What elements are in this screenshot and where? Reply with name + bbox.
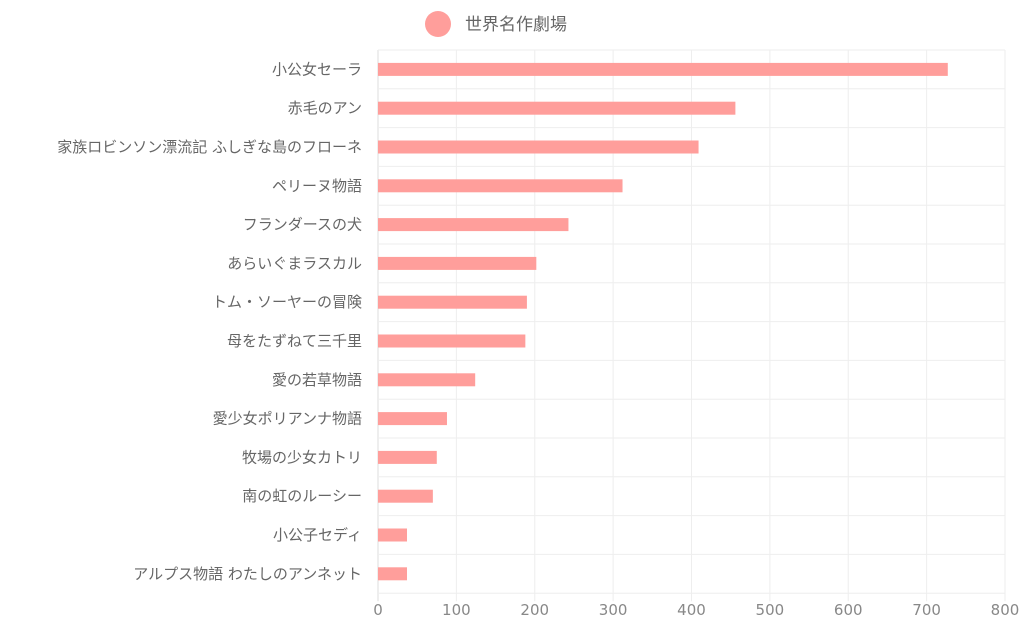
x-tick-label: 400 xyxy=(677,601,706,619)
bar[interactable] xyxy=(378,140,699,154)
category-label: 小公子セディ xyxy=(273,526,362,544)
bar[interactable] xyxy=(378,295,527,309)
category-label: 赤毛のアン xyxy=(288,99,362,117)
bar[interactable] xyxy=(378,528,407,542)
category-label: 南の虹のルーシー xyxy=(242,487,362,505)
legend[interactable]: 世界名作劇場 xyxy=(425,11,567,37)
bar[interactable] xyxy=(378,218,569,232)
category-label: 愛の若草物語 xyxy=(272,371,362,389)
legend-label: 世界名作劇場 xyxy=(465,15,567,35)
bar[interactable] xyxy=(378,412,447,426)
legend-swatch xyxy=(425,11,451,37)
category-label: 母をたずねて三千里 xyxy=(227,332,362,350)
grid xyxy=(377,49,1006,602)
x-tick-label: 800 xyxy=(991,601,1020,619)
x-tick-label: 600 xyxy=(834,601,863,619)
x-tick-label: 300 xyxy=(599,601,628,619)
bar[interactable] xyxy=(378,373,476,387)
bar[interactable] xyxy=(378,101,736,115)
bars xyxy=(378,62,948,581)
category-label: フランダースの犬 xyxy=(243,216,362,234)
x-tick-label: 100 xyxy=(442,601,471,619)
bar[interactable] xyxy=(378,62,948,76)
category-label: あらいぐまラスカル xyxy=(227,254,362,272)
bar[interactable] xyxy=(378,450,437,464)
bar[interactable] xyxy=(378,489,433,503)
category-label: 愛少女ポリアンナ物語 xyxy=(213,410,362,428)
category-label: 牧場の少女カトリ xyxy=(242,448,362,466)
category-label: 家族ロビンソン漂流記 ふしぎな島のフローネ xyxy=(57,138,362,156)
category-label: 小公女セーラ xyxy=(272,60,362,78)
x-axis-tick-labels: 0 100 200 300 400 500 600 700 800 xyxy=(373,601,1019,619)
bar[interactable] xyxy=(378,256,537,270)
bar[interactable] xyxy=(378,334,526,348)
bar[interactable] xyxy=(378,179,623,193)
category-label: ペリーヌ物語 xyxy=(272,177,362,195)
bar[interactable] xyxy=(378,567,407,581)
category-label: トム・ソーヤーの冒険 xyxy=(212,293,362,311)
x-tick-label: 200 xyxy=(520,601,549,619)
x-tick-label: 700 xyxy=(912,601,941,619)
category-label: アルプス物語 わたしのアンネット xyxy=(133,565,362,583)
x-tick-label: 500 xyxy=(756,601,785,619)
x-tick-label: 0 xyxy=(373,601,383,619)
